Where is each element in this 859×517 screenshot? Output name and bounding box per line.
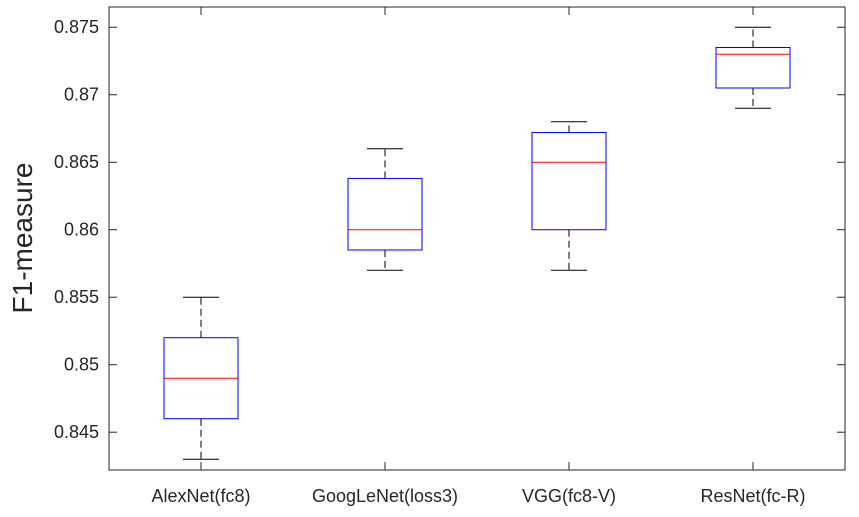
box-group [347,148,423,271]
y-tick-label: 0.845 [54,422,99,442]
y-axis-label: F1-measure [7,163,38,314]
box [715,46,791,89]
y-tick-label: 0.87 [64,85,99,105]
y-tick-label: 0.855 [54,287,99,307]
box [347,177,423,251]
y-axis: 0.845 0.85 0.855 0.86 0.865 0.87 0.875 [54,17,845,442]
box [531,132,607,231]
box-group [531,121,607,271]
y-tick-label: 0.86 [64,220,99,240]
box-group [163,296,239,460]
y-tick-label: 0.865 [54,152,99,172]
y-tick-label: 0.85 [64,355,99,375]
box-group [715,26,791,109]
y-tick-label: 0.875 [54,17,99,37]
x-tick-label: GoogLeNet(loss3) [312,486,458,506]
x-axis: AlexNet(fc8) GoogLeNet(loss3) VGG(fc8-V) Re… [151,7,806,506]
x-tick-label: ResNet(fc-R) [700,486,805,506]
plot-frame [108,6,846,471]
box-series [163,26,791,460]
x-tick-label: AlexNet(fc8) [151,486,250,506]
x-tick-label: VGG(fc8-V) [522,486,616,506]
